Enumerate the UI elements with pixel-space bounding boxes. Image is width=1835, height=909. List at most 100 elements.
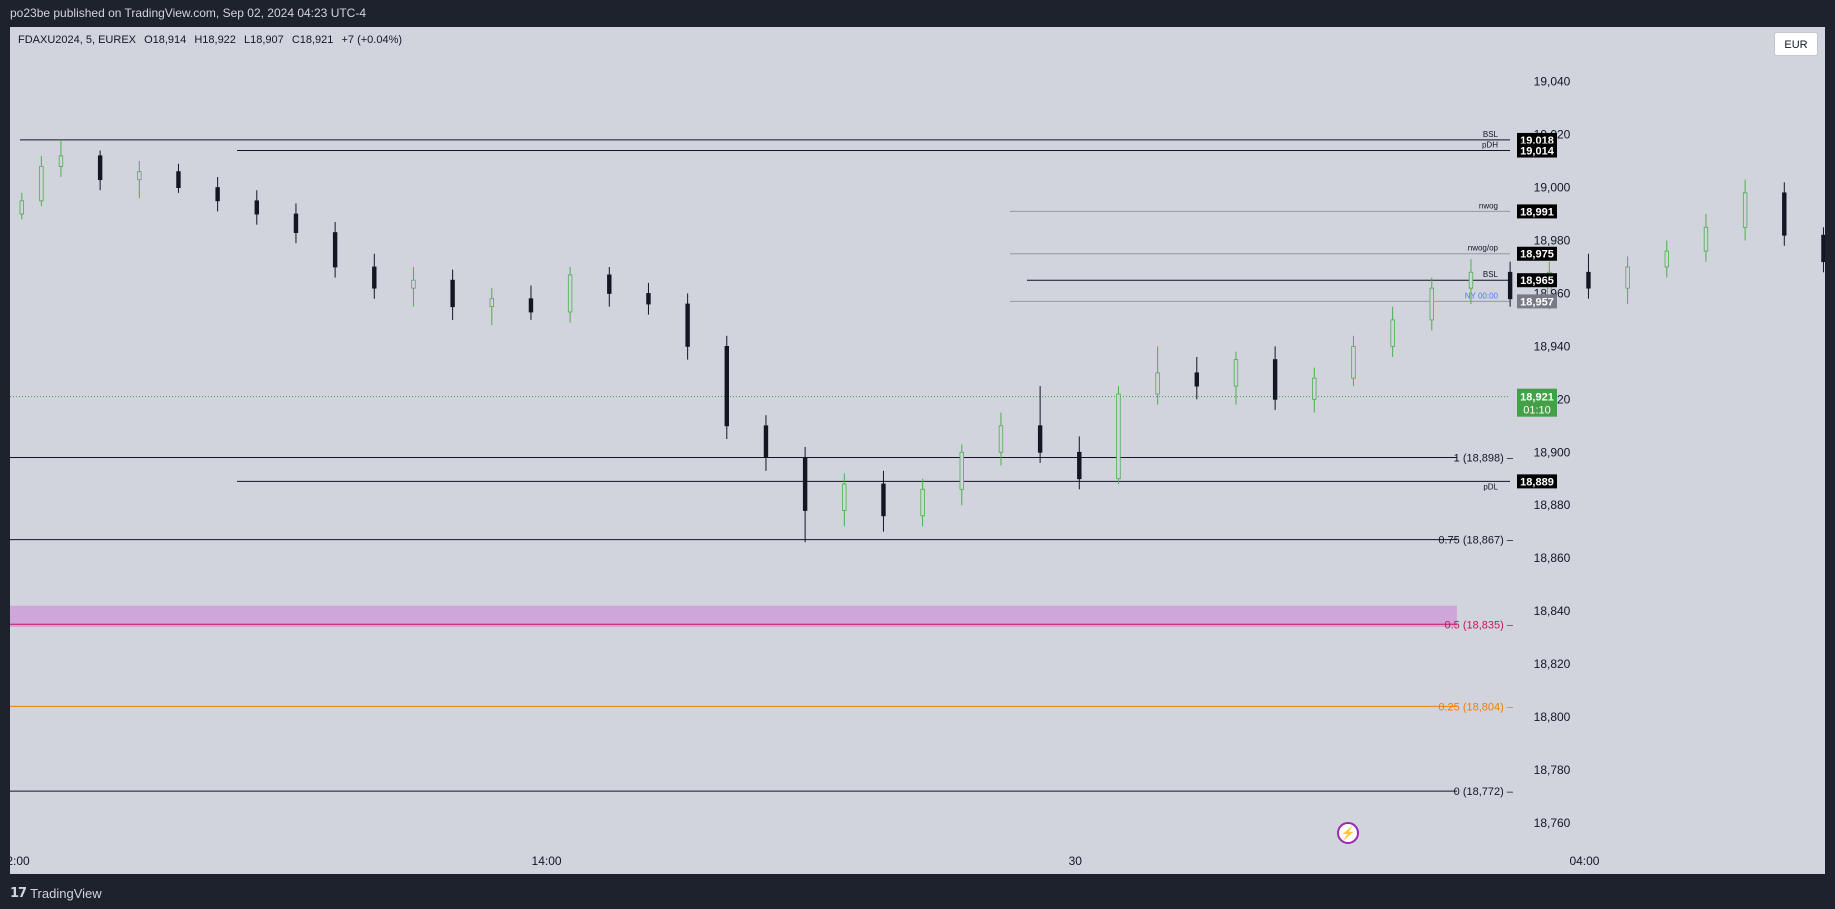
x-tick-label: 2:00 [10,854,30,868]
candle-body [1233,359,1239,387]
fib-label: 0.75 (18,867) – [1438,535,1513,547]
price-tag-label: 18,957 [1520,296,1554,308]
currency-button[interactable]: EUR [1774,32,1818,56]
tradingview-logo[interactable]: 17 TradingView [10,886,102,901]
candle-body [372,266,377,289]
y-tick-label: 18,840 [1534,604,1571,618]
y-tick-label: 18,980 [1534,234,1571,248]
y-tick-label: 18,800 [1534,710,1571,724]
candle-body [1037,425,1043,453]
candle-body [1664,250,1669,268]
price-tag-label: 18,889 [1520,476,1554,488]
tv-logo-icon: 17 [10,886,27,901]
legend-high: H18,922 [194,34,236,46]
footer-bar: 17 TradingView [0,877,1835,909]
fib-label: 0.5 (18,835) – [1445,619,1514,631]
chart-pane[interactable]: 1 (18,898) – 0.75 (18,867) – 0.5 (18,835) … [10,27,1825,874]
price-tag [1517,143,1557,158]
candle-body [58,155,64,167]
candle-body [411,279,416,289]
legend-symbol[interactable]: FDAXU2024, 5, EUREX [18,34,136,46]
price-tag [1517,474,1557,489]
price-tag-label: 18,975 [1520,249,1554,261]
candle-body [215,187,220,202]
x-tick-label: 30 [1069,854,1083,868]
candle-body [920,488,925,517]
candle-body [802,457,808,511]
candle-body [332,232,338,268]
price-tag-label: 18,991 [1520,206,1554,218]
legend-change: +7 (+0.04%) [341,34,403,46]
legend-close: C18,921 [291,34,334,46]
y-tick-label: 18,860 [1534,551,1571,565]
price-tag [1517,294,1557,309]
candle-body [881,483,886,517]
legend-low: L18,907 [243,34,284,46]
current-price-tag [1517,388,1557,417]
candle-body [1077,451,1082,480]
symbol-legend: FDAXU2024, 5, EUREX O18,914 H18,922 L18,… [18,34,407,46]
candle-body [567,274,573,313]
publish-header: po23be published on TradingView.com, Sep… [0,0,1835,27]
level-label: pDH [1482,141,1498,150]
legend-open: O18,914 [144,34,187,46]
y-tick-label: 18,780 [1534,763,1571,777]
y-tick-label: 18,820 [1534,657,1571,671]
candle-body [1155,372,1160,395]
candle-body [489,298,494,308]
chart-svg[interactable]: 1 (18,898) – 0.75 (18,867) – 0.5 (18,835) … [10,27,1825,874]
candle-body [176,171,181,188]
price-tag [1517,204,1557,219]
current-price-label: 18,921 [1520,392,1554,404]
level-label: nwog [1479,201,1498,210]
fib-label: 1 (18,898) – [1454,453,1514,465]
price-tag [1517,273,1557,288]
premium-zone [10,605,1457,627]
candle-body [1116,393,1121,480]
candle-body [450,279,455,308]
level-label: nwog/op [1468,244,1499,253]
publish-text: po23be published on TradingView.com, Sep… [10,6,367,20]
candle-body [1312,377,1317,400]
candle-body [1703,226,1709,252]
candle-body [1586,271,1591,289]
candle-body [959,451,964,490]
candle-body [97,155,103,181]
price-tag-label: 18,965 [1520,275,1554,287]
fib-label: 0 (18,772) – [1454,786,1514,798]
price-tag-label: 19,014 [1520,146,1555,158]
y-tick-label: 18,940 [1534,339,1571,353]
candle-body [293,213,299,233]
candle-body [1507,271,1513,300]
countdown-label: 01:10 [1523,405,1551,417]
y-tick-label: 19,000 [1534,181,1571,195]
level-label: BSL [1483,270,1499,279]
candle-body [1429,287,1434,321]
price-axis[interactable] [1510,27,1825,874]
candle-body [1782,192,1787,236]
candle-body [1468,271,1474,289]
candle-body [724,345,729,427]
candle-body [137,171,142,181]
candle-body [1272,359,1278,400]
candle-body [528,298,534,313]
fib-label: 0.25 (18,804) – [1438,701,1513,713]
candle-body [254,200,259,215]
footer-brand: TradingView [30,886,102,901]
candle-body [1625,266,1630,289]
candle-body [19,200,24,215]
candle-body [1821,234,1825,263]
candle-body [607,274,612,294]
candle-body [998,425,1004,453]
y-tick-label: 18,880 [1534,498,1571,512]
candle-body [1194,372,1199,387]
lightning-alert-icon[interactable]: ⚡ [1337,822,1359,844]
candle-body [763,425,769,458]
candle-body [1390,319,1395,347]
price-tag [1517,132,1557,147]
level-label: NY 00:00 [1465,291,1499,300]
level-label: pDL [1483,482,1498,491]
price-tag [1517,246,1557,261]
candle-body [1351,345,1356,379]
candle-body [39,165,44,202]
